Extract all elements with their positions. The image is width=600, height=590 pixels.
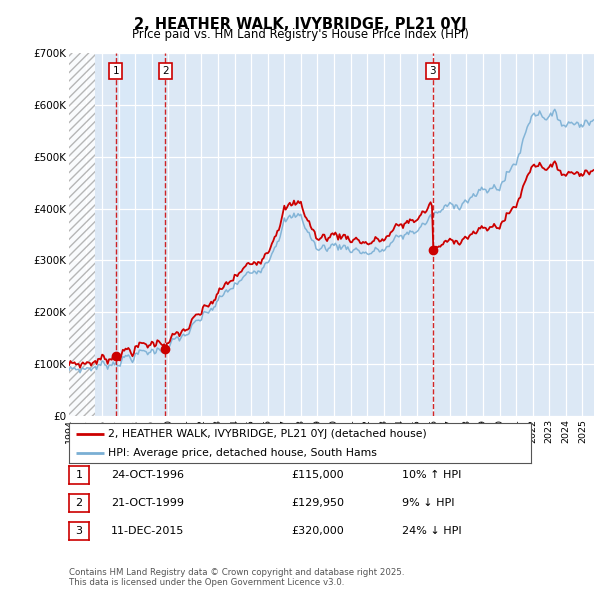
Text: £129,950: £129,950	[291, 498, 344, 507]
Text: 21-OCT-1999: 21-OCT-1999	[111, 498, 184, 507]
Text: 10% ↑ HPI: 10% ↑ HPI	[402, 470, 461, 480]
Text: 3: 3	[430, 66, 436, 76]
Text: 1: 1	[76, 470, 82, 480]
Text: 2: 2	[162, 66, 169, 76]
Text: £320,000: £320,000	[291, 526, 344, 536]
Text: Price paid vs. HM Land Registry's House Price Index (HPI): Price paid vs. HM Land Registry's House …	[131, 28, 469, 41]
Text: HPI: Average price, detached house, South Hams: HPI: Average price, detached house, Sout…	[108, 448, 377, 458]
Text: 2, HEATHER WALK, IVYBRIDGE, PL21 0YJ: 2, HEATHER WALK, IVYBRIDGE, PL21 0YJ	[134, 17, 466, 31]
Text: 9% ↓ HPI: 9% ↓ HPI	[402, 498, 455, 507]
Bar	[116, 53, 166, 416]
Text: 3: 3	[76, 526, 82, 536]
Text: 2, HEATHER WALK, IVYBRIDGE, PL21 0YJ (detached house): 2, HEATHER WALK, IVYBRIDGE, PL21 0YJ (de…	[108, 430, 427, 440]
Text: £115,000: £115,000	[291, 470, 344, 480]
Bar	[69, 53, 95, 416]
Text: Contains HM Land Registry data © Crown copyright and database right 2025.
This d: Contains HM Land Registry data © Crown c…	[69, 568, 404, 587]
Text: 11-DEC-2015: 11-DEC-2015	[111, 526, 184, 536]
Text: 1: 1	[112, 66, 119, 76]
Text: 24-OCT-1996: 24-OCT-1996	[111, 470, 184, 480]
Text: 2: 2	[76, 498, 82, 507]
Text: 24% ↓ HPI: 24% ↓ HPI	[402, 526, 461, 536]
